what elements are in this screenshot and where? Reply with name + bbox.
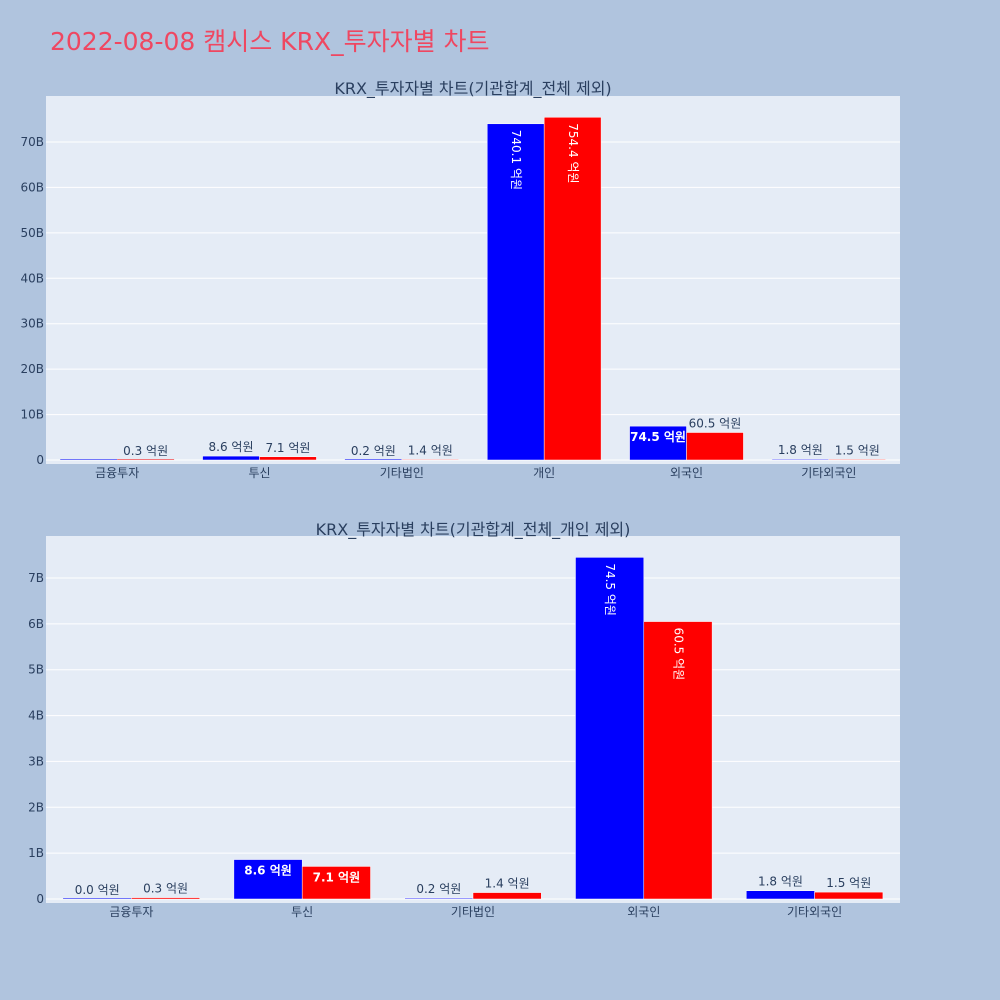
y-tick-label: 20B [20,362,44,376]
data-label: 7.1 억원 [313,870,361,884]
page-title: 2022-08-08 캠시스 KRX_투자자별 차트 [50,27,490,56]
chart-title: KRX_투자자별 차트(기관합계_전체 제외) [334,79,611,99]
data-label: 1.4 억원 [485,877,530,891]
bar-buy [629,425,687,461]
y-tick-label: 40B [20,271,44,285]
bar-buy [344,459,402,460]
bar-buy [63,898,132,899]
bar-buy [486,123,545,461]
y-tick-label: 1B [28,846,44,860]
x-tick-label: 투신 [248,466,270,480]
x-tick-label: 개인 [533,466,555,480]
y-tick-label: 60B [20,180,44,194]
x-tick-label: 금융투자 [95,466,139,480]
data-label: 8.6 억원 [209,440,254,454]
bar-sell [828,459,887,461]
data-label: 7.1 억원 [265,441,310,455]
data-label: 74.5 억원 [603,563,617,616]
data-label: 0.0 억원 [75,883,120,897]
y-tick-label: 2B [28,800,44,814]
bar-buy [233,859,303,900]
data-label: 0.2 억원 [416,882,461,896]
bar-buy [202,455,260,461]
data-label: 74.5 억원 [630,430,686,444]
y-tick-label: 4B [28,709,44,723]
bar-sell [301,866,371,900]
data-label: 8.6 억원 [244,864,292,878]
chart-title: KRX_투자자별 차트(기관합계_전체_개인 제외) [316,520,631,540]
data-label: 1.4 억원 [408,443,453,457]
bar-sell [131,897,200,900]
data-label: 0.2 억원 [351,444,396,458]
bar-sell [472,892,542,900]
y-tick-label: 30B [20,317,44,331]
bar-buy [404,897,474,900]
data-label: 740.1 억원 [509,130,523,190]
x-tick-label: 금융투자 [109,905,153,919]
bar-buy [60,459,118,460]
data-label: 1.5 억원 [826,876,871,890]
data-label: 1.8 억원 [778,443,823,457]
bar-buy [771,458,830,461]
data-label: 1.5 억원 [835,443,880,457]
bar-sell [814,891,884,900]
plot-area [46,536,900,903]
x-tick-label: 기타외국인 [787,905,842,919]
x-tick-label: 투신 [291,905,313,919]
data-label: 60.5 억원 [689,417,742,431]
y-tick-label: 3B [28,754,44,768]
x-tick-label: 기타법인 [380,466,424,480]
bar-sell [117,459,175,460]
y-tick-label: 10B [20,408,44,422]
bar-sell [643,621,713,900]
bar-buy [575,557,645,900]
y-tick-label: 50B [20,226,44,240]
y-tick-label: 0 [36,892,44,906]
x-tick-label: 기타법인 [451,905,495,919]
y-tick-label: 0 [36,453,44,467]
bar-buy [746,890,815,900]
data-label: 60.5 억원 [671,628,685,681]
y-tick-label: 5B [28,663,44,677]
data-label: 1.8 억원 [758,875,803,889]
data-label: 754.4 억원 [566,123,580,183]
x-tick-label: 외국인 [627,905,660,919]
y-tick-label: 70B [20,135,44,149]
bar-sell [686,432,744,461]
y-tick-label: 7B [28,571,44,585]
data-label: 0.3 억원 [143,882,188,896]
x-tick-label: 외국인 [670,466,703,480]
bar-sell [543,117,602,461]
y-tick-label: 6B [28,617,44,631]
plot-area [46,96,900,464]
bar-sell [401,459,460,461]
bar-sell [259,456,317,461]
x-tick-label: 기타외국인 [801,466,856,480]
chart-panel-2: 0 1B 2B 3B 4B 5B 6B 7B KRX_투자자별 차트(기관합계_전체_개인 제외… [28,520,900,919]
data-label: 0.3 억원 [123,444,168,458]
chart-panel-1: 0 10B 20B 30B 40B 50B 60B 70B KRX_투자자별 차트(기관합계_전… [20,79,900,480]
